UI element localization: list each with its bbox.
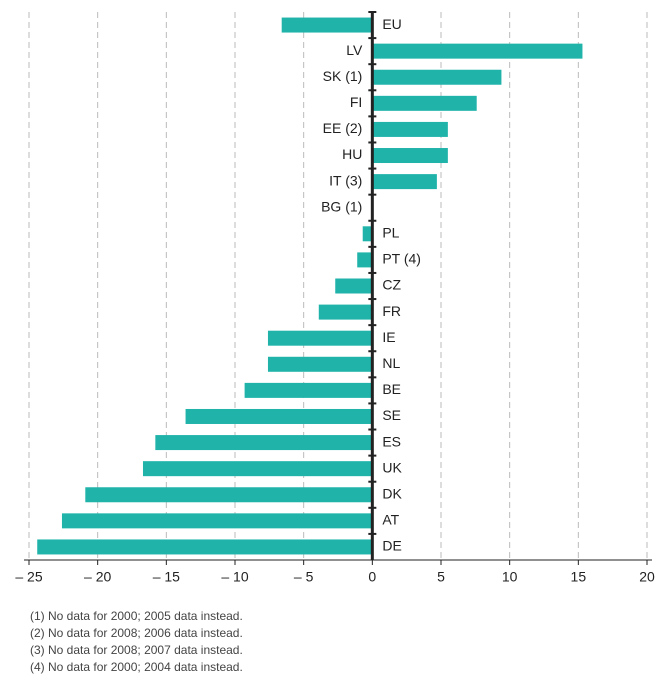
category-label: CZ: [382, 277, 401, 293]
category-label: HU: [342, 146, 362, 162]
category-label: NL: [382, 355, 400, 371]
x-tick-label: 0: [368, 569, 376, 585]
category-label: PL: [382, 225, 399, 241]
bar: [372, 174, 437, 190]
x-tick-label: 10: [502, 569, 518, 585]
category-label: AT: [382, 512, 399, 528]
x-tick-label: 15: [571, 569, 587, 585]
bar: [37, 539, 373, 555]
category-label: PT (4): [382, 251, 421, 267]
x-tick-label: 20: [639, 569, 655, 585]
bar: [357, 252, 373, 268]
category-label: FR: [382, 303, 401, 319]
bar: [267, 330, 373, 346]
footnote: (3) No data for 2008; 2007 data instead.: [30, 643, 243, 657]
x-tick-label: – 25: [15, 569, 42, 585]
category-label: UK: [382, 459, 402, 475]
bar: [142, 461, 373, 477]
bar: [155, 435, 373, 451]
category-label: IT (3): [329, 172, 362, 188]
category-label: DE: [382, 538, 401, 554]
footnote: (2) No data for 2008; 2006 data instead.: [30, 626, 243, 640]
bar: [372, 69, 502, 85]
bar: [85, 487, 373, 503]
bar: [372, 95, 477, 111]
category-label: LV: [346, 42, 363, 58]
bar: [372, 148, 448, 164]
category-label: SK (1): [323, 68, 363, 84]
bar: [362, 226, 373, 242]
x-tick-label: – 15: [153, 569, 180, 585]
category-label: IE: [382, 329, 395, 345]
category-label: BG (1): [321, 198, 362, 214]
x-tick-label: – 20: [84, 569, 111, 585]
category-label: ES: [382, 433, 401, 449]
category-label: FI: [350, 94, 362, 110]
category-label: DK: [382, 485, 402, 501]
bar: [185, 408, 373, 424]
bar: [281, 17, 373, 33]
footnote: (4) No data for 2000; 2004 data instead.: [30, 660, 243, 674]
bar: [318, 304, 373, 320]
bar: [244, 382, 373, 398]
bar: [335, 278, 373, 294]
x-tick-label: 5: [437, 569, 445, 585]
bar: [267, 356, 373, 372]
category-label: SE: [382, 407, 401, 423]
x-tick-label: – 10: [221, 569, 248, 585]
x-tick-label: – 5: [294, 569, 314, 585]
category-label: BE: [382, 381, 401, 397]
bar: [61, 513, 373, 529]
category-label: EE (2): [323, 120, 363, 136]
footnote: (1) No data for 2000; 2005 data instead.: [30, 609, 243, 623]
bar: [372, 43, 583, 59]
category-label: EU: [382, 16, 401, 32]
bar: [372, 121, 448, 137]
